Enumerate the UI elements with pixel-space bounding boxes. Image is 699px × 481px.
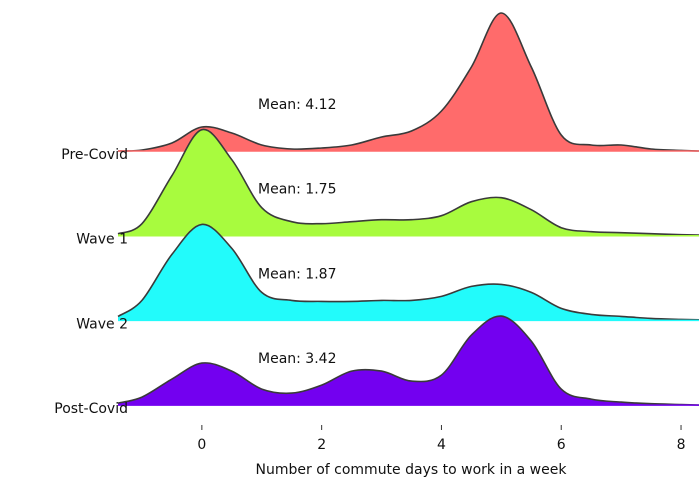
x-tick-label: 2: [317, 437, 326, 453]
ridge-line: [117, 128, 699, 236]
x-tick-label: 4: [437, 437, 446, 453]
ridge-line: [117, 315, 699, 406]
ridge-area: [118, 316, 699, 406]
series-label: Wave 1: [76, 232, 128, 248]
x-tick-label: 8: [677, 437, 686, 453]
mean-annotation: Mean: 1.87: [258, 266, 336, 282]
ridge-line: [117, 223, 699, 321]
series-label: Pre-Covid: [61, 147, 128, 163]
x-tick-label: 0: [197, 437, 206, 453]
mean-annotation: Mean: 4.12: [258, 97, 336, 113]
series-label: Post-Covid: [54, 401, 128, 417]
ridge-line: [117, 12, 699, 152]
ridge-area: [118, 224, 699, 321]
series-label: Wave 2: [76, 316, 128, 332]
ridge-area: [118, 129, 699, 236]
x-tick-label: 6: [557, 437, 566, 453]
x-axis-label: Number of commute days to work in a week: [256, 462, 568, 478]
mean-annotation: Mean: 3.42: [258, 351, 336, 367]
mean-annotation: Mean: 1.75: [258, 182, 336, 198]
